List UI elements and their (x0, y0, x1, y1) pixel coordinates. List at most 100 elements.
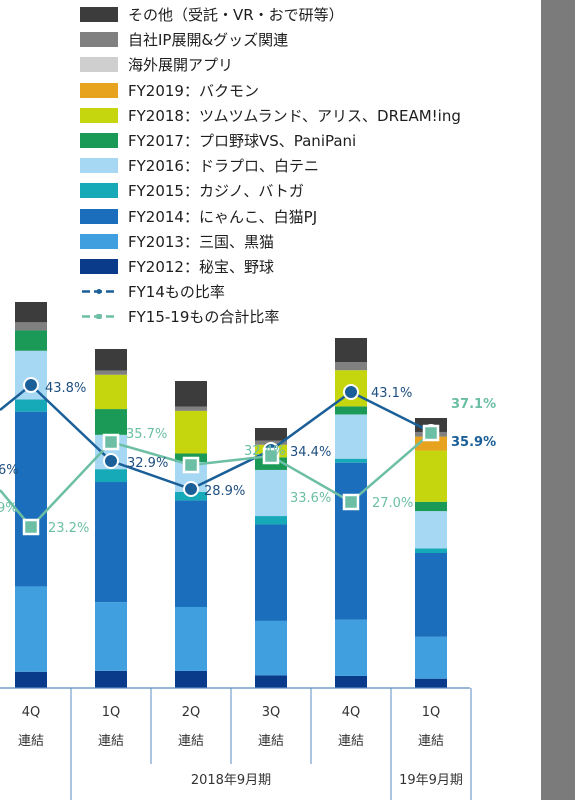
bar-segment-1-3 (95, 469, 127, 483)
bar-segment-3-3 (255, 516, 287, 525)
fy14-data-label-3: 34.4% (290, 445, 331, 460)
bar-segment-2-2 (175, 500, 207, 607)
legend-swatch-4 (80, 107, 118, 123)
legend-label-6: FY2016：ドラプロ、白テニ (128, 157, 319, 176)
bar-segment-5-1 (415, 636, 447, 679)
bar-segment-5-2 (415, 553, 447, 637)
x-unit-label-3: 連結 (258, 734, 284, 749)
fy15-19-data-label-2: 32.4% (244, 444, 285, 459)
legend-swatch-8 (80, 208, 118, 224)
fy15-19-marker-0 (22, 518, 40, 536)
bar-segment-1-2 (95, 482, 127, 603)
fy14-marker-0 (23, 377, 39, 393)
legend: その他（受託・VR・おで研等） 自社IP展開&グッズ関連 海外展開アプリ FY2019… (80, 2, 461, 329)
bar-segment-3-0 (255, 675, 287, 688)
legend-item-5: FY2017：プロ野球VS、PaniPani (80, 128, 461, 153)
x-quarter-label-4: 4Q (342, 705, 361, 720)
fy15-19-marker-5 (422, 424, 440, 442)
bar-segment-0-10 (15, 302, 47, 323)
bar-segment-1-0 (95, 670, 127, 688)
legend-swatch-10 (80, 258, 118, 274)
period-group-label-0: 2018年9月期 (191, 773, 271, 788)
fy14-cutoff-label: 6% (0, 463, 19, 478)
bar-segment-0-2 (15, 411, 47, 587)
bar-segment-0-0 (15, 671, 47, 688)
legend-line-item-1: FY15-19もの合計比率 (80, 304, 461, 329)
fy15-19-data-label-5: 37.1% (451, 397, 496, 412)
legend-item-4: FY2018：ツムツムランド、アリス、DREAM!ing (80, 103, 461, 128)
legend-swatch-9 (80, 233, 118, 249)
fy14-data-label-0: 43.8% (45, 381, 86, 396)
bar-segment-1-5 (95, 409, 127, 435)
legend-swatch-0 (80, 7, 118, 23)
legend-item-2: 海外展開アプリ (80, 52, 461, 77)
bar-segment-4-3 (335, 458, 367, 463)
fy15-19-marker-3 (262, 447, 280, 465)
bar-segment-0-3 (15, 399, 47, 412)
bar-segment-2-1 (175, 606, 207, 671)
bar-segment-4-2 (335, 462, 367, 620)
x-unit-label-1: 連結 (98, 734, 124, 749)
legend-label-9: FY2013：三国、黒猫 (128, 232, 274, 251)
bar-segment-3-1 (255, 620, 287, 676)
x-unit-label-4: 連結 (338, 734, 364, 749)
fy14-marker-4 (343, 384, 359, 400)
legend-label-0: その他（受託・VR・おで研等） (128, 6, 344, 25)
legend-label-4: FY2018：ツムツムランド、アリス、DREAM!ing (128, 106, 461, 125)
bar-segment-1-10 (95, 349, 127, 371)
x-quarter-label-3: 3Q (262, 705, 281, 720)
bar-segment-4-1 (335, 619, 367, 676)
fy14-marker-1 (103, 453, 119, 469)
x-quarter-label-1: 1Q (102, 705, 121, 720)
x-unit-label-0: 連結 (18, 734, 44, 749)
legend-label-5: FY2017：プロ野球VS、PaniPani (128, 132, 357, 151)
bar-segment-1-1 (95, 602, 127, 671)
legend-item-10: FY2012：秘宝、野球 (80, 254, 461, 279)
legend-item-8: FY2014：にゃんこ、白猫PJ (80, 204, 461, 229)
legend-line-swatch-1 (82, 314, 116, 320)
bar-segment-4-0 (335, 675, 367, 688)
fy14-data-label-2: 28.9% (204, 484, 245, 499)
legend-item-1: 自社IP展開&グッズ関連 (80, 27, 461, 52)
legend-label-8: FY2014：にゃんこ、白猫PJ (128, 207, 318, 226)
bar-segment-2-6 (175, 410, 207, 454)
bar-segment-0-5 (15, 330, 47, 351)
legend-label-3: FY2019：バクモン (128, 81, 259, 100)
bar-segment-1-6 (95, 374, 127, 410)
bar-segment-5-3 (415, 548, 447, 553)
bar-segment-3-2 (255, 524, 287, 621)
fy15-19-data-label-4: 27.0% (372, 496, 413, 511)
legend-line-item-0: FY14もの比率 (80, 279, 461, 304)
bar-segment-3-4 (255, 469, 287, 517)
legend-swatch-5 (80, 133, 118, 149)
fy15-19-marker-4 (342, 493, 360, 511)
x-quarter-label-0: 4Q (22, 705, 41, 720)
legend-line-swatch-0 (82, 289, 116, 295)
bar-segment-4-5 (335, 406, 367, 415)
fy15-19-data-label-0: 23.2% (48, 521, 89, 536)
fy15-19-data-label-1: 35.7% (126, 427, 167, 442)
legend-swatch-7 (80, 183, 118, 199)
legend-item-3: FY2019：バクモン (80, 78, 461, 103)
bar-segment-3-10 (255, 428, 287, 441)
x-quarter-label-5: 1Q (422, 705, 441, 720)
fy14-data-label-1: 32.9% (127, 456, 168, 471)
legend-label-1: 自社IP展開&グッズ関連 (128, 31, 289, 50)
bar-segment-5-6 (415, 450, 447, 502)
legend-label-10: FY2012：秘宝、野球 (128, 257, 274, 276)
right-gray-strip (541, 0, 575, 800)
period-group-label-1: 19年9月期 (399, 773, 463, 788)
fy15-19-marker-1 (102, 433, 120, 451)
fy14-marker-2 (183, 481, 199, 497)
x-quarter-label-2: 2Q (182, 705, 201, 720)
legend-line-label-0: FY14もの比率 (128, 283, 225, 302)
legend-label-7: FY2015：カジノ、バトガ (128, 182, 304, 201)
bar-segment-2-10 (175, 381, 207, 407)
bar-segment-2-0 (175, 670, 207, 688)
bar-segment-1-9 (95, 370, 127, 375)
legend-label-2: 海外展開アプリ (128, 56, 234, 75)
bar-segment-5-0 (415, 678, 447, 688)
legend-swatch-3 (80, 82, 118, 98)
